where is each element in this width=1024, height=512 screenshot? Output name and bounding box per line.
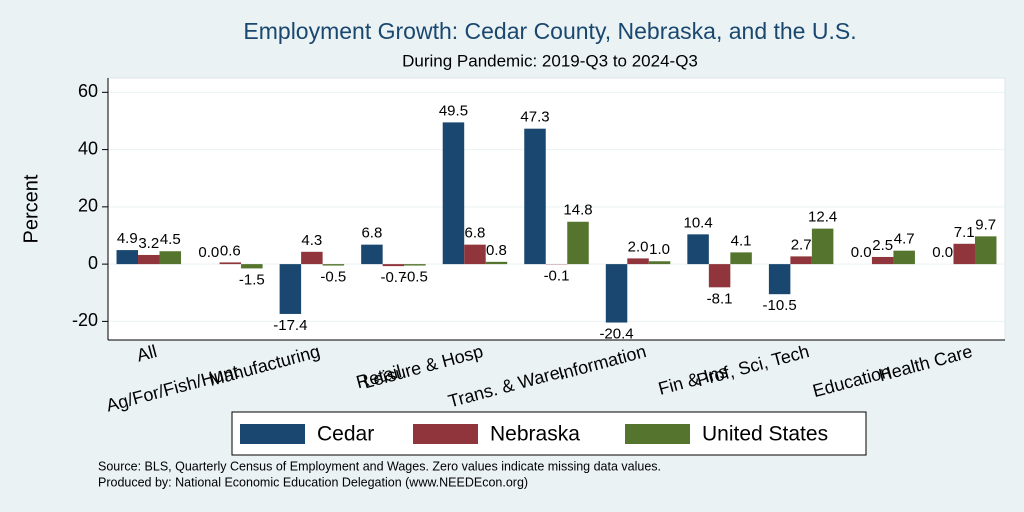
data-label: 4.9 <box>117 230 138 247</box>
bar <box>790 256 812 265</box>
data-label: 4.7 <box>894 231 915 248</box>
y-tick-label: 40 <box>78 138 98 158</box>
bar <box>116 250 139 265</box>
data-label: 7.1 <box>954 224 975 241</box>
data-label: -1.5 <box>239 271 265 288</box>
data-label: 10.4 <box>683 214 712 231</box>
data-label: 47.3 <box>520 109 549 126</box>
data-label: -10.5 <box>763 297 797 314</box>
legend-swatch <box>240 424 305 444</box>
bar <box>524 128 546 265</box>
legend-label: Nebraska <box>490 423 580 446</box>
bar <box>687 234 709 265</box>
data-label: -0.7 <box>380 269 406 286</box>
bar <box>322 264 345 266</box>
bar <box>442 122 465 265</box>
data-label: -0.5 <box>402 269 428 286</box>
data-label: 0.8 <box>486 242 507 259</box>
data-label: 0.0 <box>198 244 219 261</box>
bar <box>219 262 242 265</box>
data-label: 6.8 <box>361 225 382 242</box>
bar <box>382 264 405 267</box>
y-tick-label: 60 <box>78 81 98 101</box>
data-label: 2.7 <box>791 236 812 253</box>
bar <box>605 264 628 323</box>
bar <box>627 258 649 265</box>
legend <box>231 411 867 456</box>
data-label: 6.8 <box>465 225 486 242</box>
bar <box>871 256 894 265</box>
data-label: 4.1 <box>731 232 752 249</box>
y-tick-label: 0 <box>88 253 98 273</box>
legend-swatch <box>625 424 690 444</box>
data-label: 9.7 <box>975 216 996 233</box>
plot-area <box>107 77 1006 341</box>
data-label: 1.0 <box>649 241 670 258</box>
data-label: -20.4 <box>599 326 633 343</box>
bar <box>241 264 263 269</box>
bar <box>708 264 731 288</box>
data-label: 49.5 <box>439 102 468 119</box>
bar <box>811 228 834 265</box>
chart-subtitle: During Pandemic: 2019-Q3 to 2024-Q3 <box>402 51 698 70</box>
data-label: 0.0 <box>851 244 872 261</box>
data-label: 2.5 <box>872 237 893 254</box>
bar <box>279 264 302 314</box>
bar <box>893 250 915 265</box>
data-label: 14.8 <box>563 202 592 219</box>
bar <box>138 254 160 265</box>
data-label: 3.2 <box>138 235 159 252</box>
bar <box>730 252 752 265</box>
legend-label: United States <box>702 423 828 446</box>
bar <box>953 243 975 265</box>
data-label: 4.5 <box>160 231 181 248</box>
bar <box>485 261 508 265</box>
bar <box>648 261 671 265</box>
data-label: -8.1 <box>707 290 733 307</box>
data-label: -0.1 <box>544 267 570 284</box>
data-label: -17.4 <box>273 317 307 334</box>
bar <box>768 264 791 295</box>
data-label: -0.5 <box>320 269 346 286</box>
bar <box>159 251 182 265</box>
legend-swatch <box>413 424 478 444</box>
bar <box>974 236 997 265</box>
chart-title: Employment Growth: Cedar County, Nebrask… <box>243 18 856 44</box>
data-label: 4.3 <box>301 232 322 249</box>
bar <box>361 244 383 265</box>
y-tick-label: 20 <box>78 196 98 216</box>
bar <box>404 264 426 266</box>
bar <box>464 244 486 265</box>
data-label: 0.6 <box>220 242 241 259</box>
legend-label: Cedar <box>317 423 374 446</box>
bar <box>301 251 323 265</box>
y-axis-label: Percent <box>20 174 42 243</box>
y-tick-label: -20 <box>72 310 98 330</box>
data-label: 0.0 <box>932 244 953 261</box>
bar <box>567 221 589 265</box>
source-note: Source: BLS, Quarterly Census of Employm… <box>98 459 661 473</box>
producer-note: Produced by: National Economic Education… <box>98 475 528 489</box>
data-label: 2.0 <box>628 238 649 255</box>
data-label: 12.4 <box>808 209 837 226</box>
